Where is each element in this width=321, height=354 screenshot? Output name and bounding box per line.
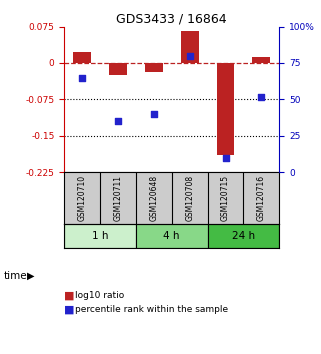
Text: ■: ■ — [64, 305, 75, 315]
Text: 1 h: 1 h — [92, 231, 108, 241]
Text: 4 h: 4 h — [163, 231, 180, 241]
Text: GSM120648: GSM120648 — [149, 175, 158, 221]
Bar — [109, 63, 127, 75]
Bar — [208, 224, 279, 248]
Bar — [217, 63, 234, 155]
Text: ■: ■ — [64, 291, 75, 301]
Text: ▶: ▶ — [27, 271, 35, 281]
Text: log10 ratio: log10 ratio — [75, 291, 125, 300]
Point — [151, 111, 156, 117]
Text: percentile rank within the sample: percentile rank within the sample — [75, 305, 229, 314]
Bar — [252, 57, 270, 63]
Text: GSM120708: GSM120708 — [185, 175, 194, 221]
Point — [187, 53, 192, 58]
Bar — [181, 32, 199, 63]
Text: GSM120711: GSM120711 — [113, 175, 123, 221]
Point — [223, 155, 228, 161]
Title: GDS3433 / 16864: GDS3433 / 16864 — [117, 12, 227, 25]
Text: GSM120715: GSM120715 — [221, 175, 230, 221]
Text: 24 h: 24 h — [232, 231, 255, 241]
Text: GSM120710: GSM120710 — [78, 175, 87, 221]
Bar — [64, 224, 136, 248]
Point — [116, 119, 121, 124]
Bar — [145, 63, 163, 72]
Text: GSM120716: GSM120716 — [257, 175, 266, 221]
Bar — [73, 52, 91, 63]
Text: time: time — [3, 271, 27, 281]
Bar — [136, 224, 208, 248]
Point — [259, 94, 264, 99]
Point — [80, 75, 85, 80]
